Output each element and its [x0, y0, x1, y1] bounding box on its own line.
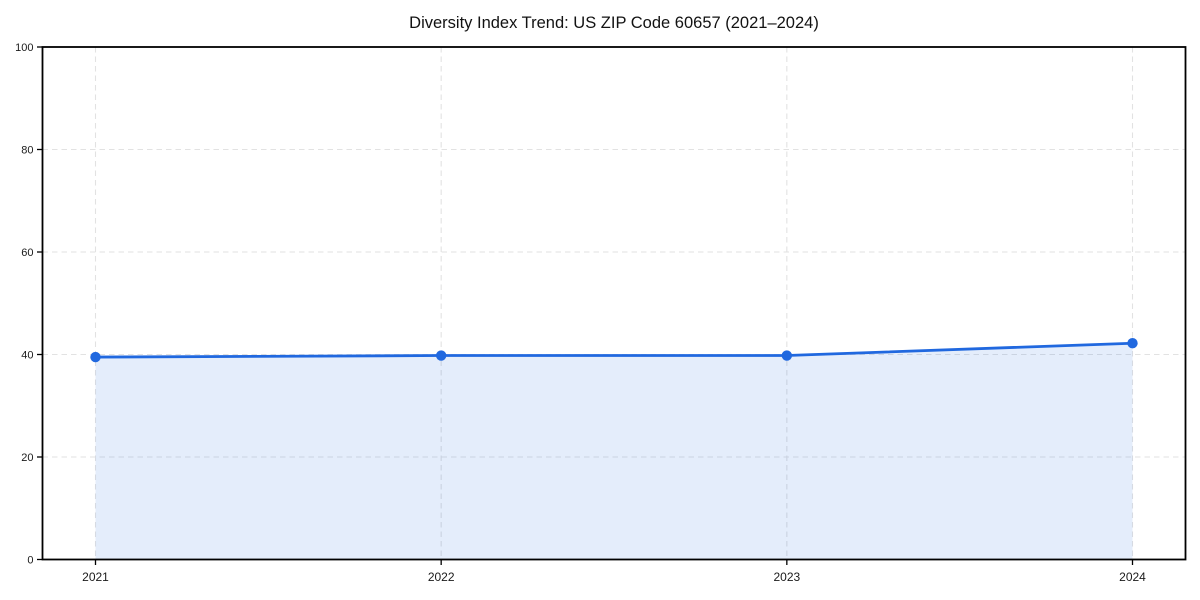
y-tick-label: 40 [21, 349, 33, 361]
data-point-2022 [435, 350, 447, 361]
y-tick-label: 100 [15, 42, 33, 54]
y-tick-label: 0 [27, 554, 33, 566]
x-tick-label: 2024 [1119, 570, 1146, 584]
x-tick-label: 2021 [82, 570, 109, 584]
plot-frame [41, 46, 1187, 561]
data-point-2021 [90, 351, 101, 363]
y-tick-label: 20 [21, 452, 33, 464]
y-tick-label: 80 [21, 144, 33, 156]
chart-title: Diversity Index Trend: US ZIP Code 60657… [409, 14, 819, 32]
x-tick-label: 2022 [428, 570, 455, 584]
data-point-2024 [1127, 338, 1138, 349]
x-tick-label: 2023 [773, 570, 800, 584]
trend-line [94, 341, 1134, 359]
plot-background [42, 47, 1186, 560]
data-point-2023 [781, 350, 793, 361]
y-tick-label: 60 [21, 247, 33, 259]
area-fill [95, 343, 1133, 560]
